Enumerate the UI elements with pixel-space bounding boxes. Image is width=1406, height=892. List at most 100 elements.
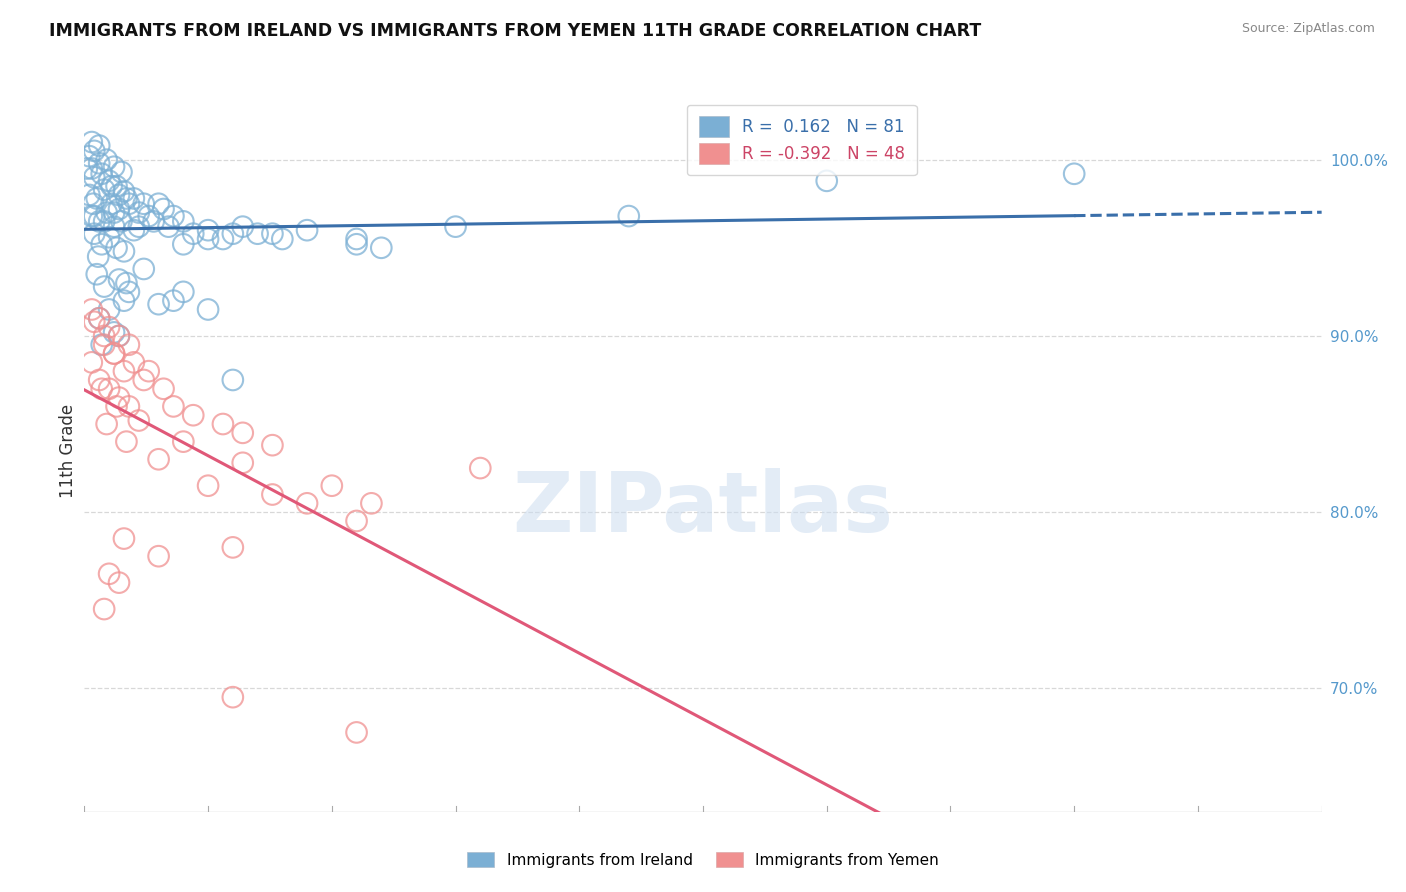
Point xyxy=(138,209,160,223)
Point xyxy=(76,161,98,176)
Point xyxy=(232,219,254,234)
Point xyxy=(83,170,105,185)
Point xyxy=(115,276,138,290)
Point xyxy=(118,337,141,351)
Point xyxy=(83,227,105,241)
Point xyxy=(222,541,245,555)
Point xyxy=(444,219,467,234)
Point xyxy=(222,690,245,705)
Point xyxy=(100,196,122,211)
Point xyxy=(617,209,640,223)
Point xyxy=(103,205,125,219)
Point xyxy=(132,373,155,387)
Point xyxy=(80,161,103,176)
Point xyxy=(148,452,170,467)
Point xyxy=(100,179,122,194)
Point xyxy=(128,413,150,427)
Point xyxy=(93,214,115,228)
Point xyxy=(98,302,121,317)
Point xyxy=(79,188,101,202)
Point xyxy=(321,479,343,493)
Point xyxy=(112,293,135,308)
Point xyxy=(98,320,121,334)
Point xyxy=(172,237,194,252)
Point xyxy=(222,373,245,387)
Point xyxy=(148,297,170,311)
Point xyxy=(93,602,115,616)
Point xyxy=(197,223,219,237)
Point xyxy=(112,364,135,378)
Point xyxy=(262,227,284,241)
Point xyxy=(295,496,318,510)
Point xyxy=(82,196,104,211)
Point xyxy=(83,144,105,158)
Point xyxy=(370,241,392,255)
Point xyxy=(212,417,235,431)
Point xyxy=(346,725,368,739)
Point xyxy=(105,179,128,194)
Point xyxy=(262,438,284,452)
Point xyxy=(108,329,131,343)
Point xyxy=(1063,167,1085,181)
Point xyxy=(90,382,112,396)
Point xyxy=(470,461,492,475)
Point xyxy=(132,262,155,277)
Point xyxy=(108,575,131,590)
Point xyxy=(152,202,174,216)
Point xyxy=(197,232,219,246)
Point xyxy=(98,382,121,396)
Point xyxy=(162,293,184,308)
Point xyxy=(86,267,108,281)
Y-axis label: 11th Grade: 11th Grade xyxy=(59,403,77,498)
Point xyxy=(172,285,194,299)
Point xyxy=(83,209,105,223)
Point xyxy=(93,329,115,343)
Point xyxy=(89,373,111,387)
Point xyxy=(118,285,141,299)
Point xyxy=(212,232,235,246)
Point xyxy=(295,223,318,237)
Point xyxy=(122,355,145,369)
Point xyxy=(89,156,111,170)
Point xyxy=(232,425,254,440)
Point xyxy=(197,302,219,317)
Point xyxy=(162,400,184,414)
Point xyxy=(103,346,125,360)
Point xyxy=(89,138,111,153)
Point xyxy=(148,196,170,211)
Point xyxy=(152,382,174,396)
Point xyxy=(80,209,103,223)
Legend: Immigrants from Ireland, Immigrants from Yemen: Immigrants from Ireland, Immigrants from… xyxy=(460,844,946,875)
Point xyxy=(83,315,105,329)
Point xyxy=(122,223,145,237)
Point xyxy=(128,205,150,219)
Point xyxy=(89,311,111,326)
Point xyxy=(112,244,135,259)
Point xyxy=(90,337,112,351)
Point xyxy=(80,302,103,317)
Point xyxy=(93,279,115,293)
Point xyxy=(110,214,132,228)
Point xyxy=(346,514,368,528)
Point xyxy=(122,191,145,205)
Text: Source: ZipAtlas.com: Source: ZipAtlas.com xyxy=(1241,22,1375,36)
Point xyxy=(128,219,150,234)
Point xyxy=(87,250,110,264)
Point xyxy=(108,391,131,405)
Point xyxy=(96,417,118,431)
Point xyxy=(157,219,180,234)
Point xyxy=(346,237,368,252)
Point xyxy=(108,188,131,202)
Point xyxy=(142,214,165,228)
Point xyxy=(112,532,135,546)
Text: ZIPatlas: ZIPatlas xyxy=(513,467,893,549)
Point xyxy=(172,214,194,228)
Point xyxy=(148,549,170,564)
Point xyxy=(103,346,125,360)
Point xyxy=(815,174,838,188)
Point xyxy=(79,149,101,163)
Point xyxy=(90,167,112,181)
Point xyxy=(118,196,141,211)
Point xyxy=(103,219,125,234)
Point xyxy=(103,326,125,340)
